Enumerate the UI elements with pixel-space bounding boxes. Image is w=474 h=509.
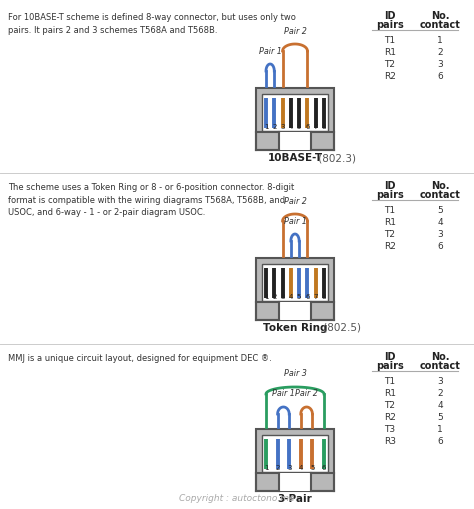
Text: 4: 4 [437, 218, 443, 227]
Text: Pair 2: Pair 2 [283, 26, 306, 36]
Text: 6: 6 [305, 294, 310, 300]
Text: 6: 6 [437, 437, 443, 446]
Text: Pair 2: Pair 2 [283, 196, 306, 206]
Text: 3: 3 [437, 230, 443, 239]
Text: T1: T1 [384, 36, 396, 45]
Text: T3: T3 [384, 425, 396, 434]
Text: pairs: pairs [376, 190, 404, 200]
Text: 3: 3 [280, 124, 285, 130]
Text: 1: 1 [264, 124, 268, 130]
Text: 1: 1 [437, 36, 443, 45]
Text: 6: 6 [437, 72, 443, 81]
Text: 3: 3 [437, 60, 443, 69]
Text: T2: T2 [384, 401, 395, 410]
Text: pairs: pairs [376, 361, 404, 371]
Text: R2: R2 [384, 413, 396, 422]
Text: T1: T1 [384, 377, 396, 386]
Text: No.: No. [431, 352, 449, 362]
Text: R1: R1 [384, 218, 396, 227]
Text: 2: 2 [275, 465, 280, 471]
Text: R1: R1 [384, 389, 396, 398]
Text: 5: 5 [297, 294, 301, 300]
Text: For 10BASE-T scheme is defined 8-way connector, but uses only two
pairs. It pair: For 10BASE-T scheme is defined 8-way con… [8, 13, 296, 35]
Text: (802.3): (802.3) [315, 153, 356, 163]
Text: 3: 3 [287, 465, 292, 471]
Text: 10BASE-T: 10BASE-T [267, 153, 323, 163]
Text: 5: 5 [310, 465, 315, 471]
Text: Pair 1: Pair 1 [259, 46, 282, 55]
Text: Pair 3: Pair 3 [283, 370, 306, 379]
Text: 3-Pair: 3-Pair [278, 494, 312, 504]
Bar [262, 264, 328, 301]
Text: pairs: pairs [376, 20, 404, 30]
Text: ID: ID [384, 181, 396, 191]
Text: (802.5): (802.5) [320, 323, 361, 333]
Text: 6: 6 [437, 242, 443, 251]
Bar [279, 132, 311, 150]
Text: 8: 8 [322, 124, 326, 130]
Text: 8: 8 [322, 294, 326, 300]
Text: 2: 2 [437, 48, 443, 57]
Text: MMJ is a unique circuit layout, designed for equipment DEC ®.: MMJ is a unique circuit layout, designed… [8, 354, 272, 363]
Text: contact: contact [419, 190, 460, 200]
Text: Pair 1: Pair 1 [283, 216, 306, 225]
Text: Pair 1: Pair 1 [272, 389, 295, 399]
Bar [256, 88, 334, 150]
Text: 1: 1 [264, 465, 268, 471]
Text: 6: 6 [305, 124, 310, 130]
Text: 7: 7 [313, 294, 318, 300]
Text: Pair 2: Pair 2 [295, 389, 318, 399]
Text: 4: 4 [437, 401, 443, 410]
Text: 5: 5 [437, 413, 443, 422]
Text: 1: 1 [264, 294, 268, 300]
Text: T2: T2 [384, 230, 395, 239]
Text: 5: 5 [297, 124, 301, 130]
Text: 5: 5 [437, 206, 443, 215]
Text: 4: 4 [299, 465, 303, 471]
Text: contact: contact [419, 20, 460, 30]
Bar [262, 94, 328, 131]
Text: No.: No. [431, 11, 449, 21]
Text: Token Ring: Token Ring [263, 323, 327, 333]
Text: R1: R1 [384, 48, 396, 57]
Text: 1: 1 [437, 425, 443, 434]
Text: T2: T2 [384, 60, 395, 69]
Bar [262, 435, 328, 472]
Text: contact: contact [419, 361, 460, 371]
Text: 3: 3 [437, 377, 443, 386]
Text: ID: ID [384, 352, 396, 362]
Bar [279, 473, 311, 491]
Bar [256, 429, 334, 491]
Text: 4: 4 [289, 294, 293, 300]
Text: T1: T1 [384, 206, 396, 215]
Bar [279, 302, 311, 320]
Text: Copyright : autoctono.me: Copyright : autoctono.me [179, 494, 295, 503]
Text: 7: 7 [313, 124, 318, 130]
Text: 3: 3 [280, 294, 285, 300]
Text: R2: R2 [384, 242, 396, 251]
Text: R2: R2 [384, 72, 396, 81]
Text: 4: 4 [289, 124, 293, 130]
Text: 2: 2 [272, 124, 276, 130]
Text: No.: No. [431, 181, 449, 191]
Text: 6: 6 [322, 465, 326, 471]
Text: ID: ID [384, 11, 396, 21]
Text: 2: 2 [437, 389, 443, 398]
Bar [256, 258, 334, 320]
Text: R3: R3 [384, 437, 396, 446]
Text: 2: 2 [272, 294, 276, 300]
Text: The scheme uses a Token Ring or 8 - or 6-position connector. 8-digit
format is c: The scheme uses a Token Ring or 8 - or 6… [8, 183, 294, 217]
